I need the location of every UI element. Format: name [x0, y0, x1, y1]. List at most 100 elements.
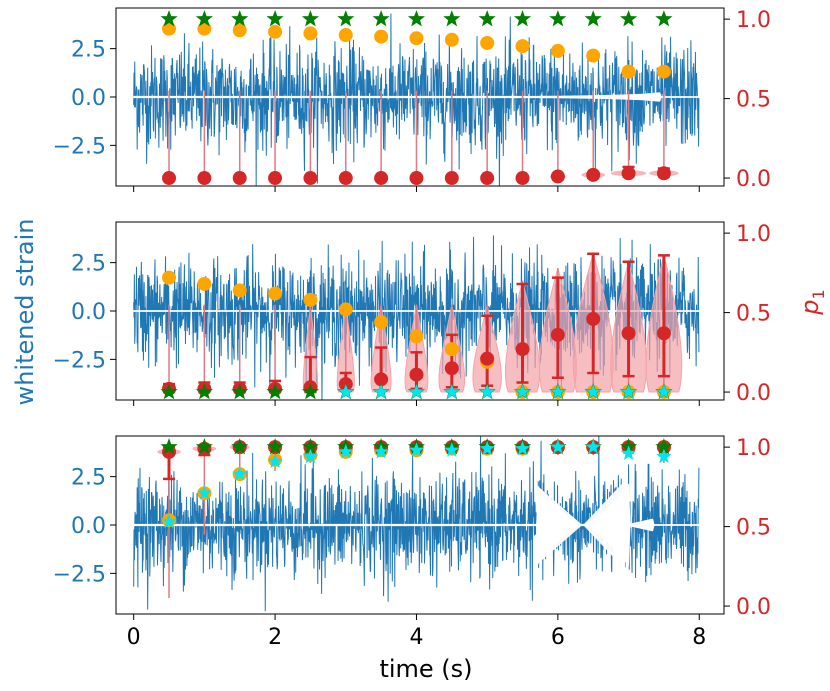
orange-point: [162, 21, 177, 36]
cyan-star: [514, 384, 531, 399]
green-star: [301, 10, 319, 27]
plot-area-1: [133, 10, 700, 186]
green-star: [266, 10, 284, 27]
right-tick-label: 1.0: [736, 436, 771, 461]
panel-2: 2.5 0.0 −2.5 1.0 0.5 0.0: [53, 221, 771, 406]
green-star: [655, 438, 673, 455]
right-tick-label: 0.0: [736, 381, 771, 406]
cyan-star: [514, 440, 531, 456]
median-point: [268, 171, 283, 186]
orange-point: [197, 21, 212, 36]
median-point: [374, 372, 389, 387]
x-tick-label: 0: [127, 625, 141, 650]
orange-point: [656, 64, 671, 79]
median-point: [374, 171, 389, 186]
cyan-star: [550, 439, 566, 454]
right-tick-label: 0.0: [736, 167, 771, 192]
median-point: [515, 171, 530, 186]
right-y-axis-label-sub: 1: [809, 289, 828, 299]
green-star: [266, 438, 284, 455]
orange-point: [444, 342, 459, 357]
median-point: [444, 171, 459, 186]
panel-1: 2.5 0.0 −2.5 1.0 0.5 0.0: [53, 7, 771, 192]
green-star: [160, 10, 178, 27]
green-star: [443, 10, 461, 27]
cyan-star: [232, 466, 248, 481]
cyan-star: [338, 443, 354, 459]
orange-point: [515, 39, 530, 54]
orange-point: [586, 48, 601, 63]
green-star: [478, 10, 496, 27]
median-point: [338, 171, 353, 186]
green-star: [195, 10, 213, 27]
cyan-star: [444, 384, 460, 399]
orange-point: [338, 302, 353, 317]
orange-point: [550, 43, 565, 58]
green-star: [231, 438, 249, 455]
cyan-star: [479, 440, 495, 456]
orange-point: [374, 315, 389, 330]
green-star: [655, 10, 673, 27]
green-star: [337, 10, 355, 27]
median-point: [656, 166, 671, 181]
cyan-star: [338, 384, 354, 399]
green-star: [514, 10, 532, 27]
cyan-star: [302, 448, 318, 464]
cyan-star: [267, 453, 283, 468]
left-tick-label: −2.5: [53, 134, 106, 159]
cyan-star: [620, 384, 637, 399]
left-tick-label: 2.5: [71, 466, 106, 491]
plot-area-2: [133, 235, 700, 400]
green-star: [231, 10, 249, 27]
left-tick-label: 2.5: [71, 252, 106, 277]
cyan-star: [161, 513, 177, 529]
cyan-star: [408, 442, 425, 457]
cyan-star: [196, 485, 212, 500]
green-star: [195, 438, 213, 455]
orange-point: [374, 29, 389, 44]
x-axis-label: time (s): [379, 655, 472, 683]
cyan-star: [656, 448, 672, 464]
cyan-star: [444, 442, 460, 457]
merger-gap: [540, 480, 626, 570]
green-star: [549, 10, 567, 27]
right-tick-label: 0.5: [736, 88, 771, 113]
orange-point: [268, 286, 283, 301]
median-point: [162, 171, 177, 186]
left-tick-label: 0.0: [71, 514, 106, 539]
median-point: [621, 166, 636, 181]
left-tick-label: 2.5: [71, 38, 106, 63]
green-star: [372, 10, 390, 27]
median-point: [444, 361, 459, 376]
green-star: [301, 438, 319, 455]
orange-point: [338, 28, 353, 43]
median-point: [232, 171, 247, 186]
median-point: [409, 171, 424, 186]
orange-point: [303, 26, 318, 41]
left-tick-label: 0.0: [71, 300, 106, 325]
panel-3: 2.5 0.0 −2.5 1.0 0.5 0.0 0 2 4 6 8: [53, 435, 771, 650]
orange-point: [197, 276, 212, 291]
right-tick-label: 0.5: [736, 516, 771, 541]
median-point: [409, 367, 424, 382]
cyan-star: [585, 439, 601, 454]
cyan-star: [585, 384, 601, 399]
cyan-star: [373, 384, 389, 399]
median-point: [586, 167, 601, 182]
left-y-axis-label: whitened strain: [11, 219, 39, 406]
median-point: [656, 326, 671, 341]
x-tick-label: 6: [551, 625, 565, 650]
orange-point: [409, 31, 424, 46]
right-y-axis-label-main: p: [796, 299, 824, 315]
left-tick-label: −2.5: [53, 348, 106, 373]
cyan-star: [620, 445, 637, 460]
median-point: [515, 342, 530, 357]
green-star: [584, 10, 602, 27]
right-tick-label: 0.0: [736, 595, 771, 620]
median-point: [480, 351, 495, 366]
x-tick-label: 2: [268, 625, 282, 650]
orange-point: [444, 32, 459, 47]
green-star: [160, 438, 178, 455]
green-star: [620, 10, 638, 27]
